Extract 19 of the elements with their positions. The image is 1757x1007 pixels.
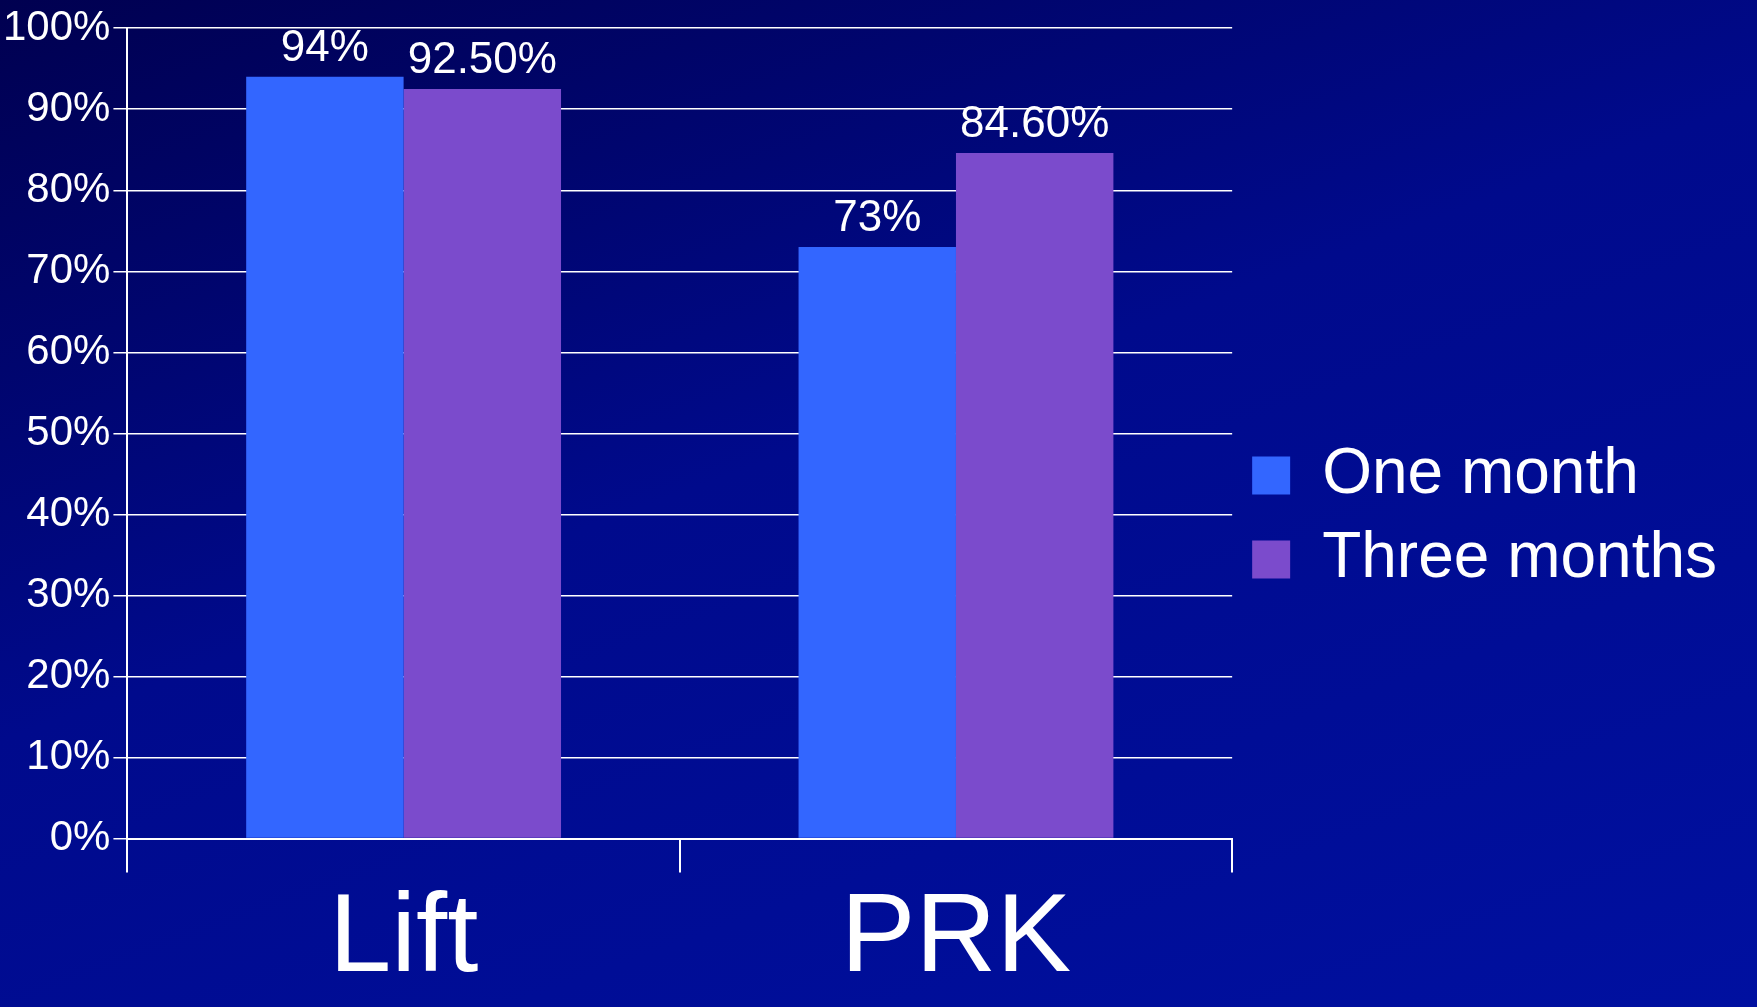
y-tick-label: 90% [26, 82, 111, 130]
y-tick-label: 70% [26, 244, 111, 292]
y-tick-label: 30% [26, 569, 111, 617]
data-label: 73% [833, 191, 922, 241]
data-label: 94% [280, 20, 369, 70]
x-tick-label: PRK [840, 869, 1072, 995]
y-tick-label: 50% [26, 406, 111, 454]
legend-label: One month [1322, 435, 1639, 508]
y-tick-label: 0% [49, 812, 111, 860]
y-tick-label: 100% [3, 1, 111, 49]
data-label: 84.60% [960, 97, 1110, 147]
y-tick-label: 20% [26, 650, 111, 698]
x-tick-label: Lift [328, 869, 479, 995]
y-tick-label: 10% [26, 731, 111, 779]
y-tick-label: 60% [26, 325, 111, 373]
y-tick-label: 80% [26, 163, 111, 211]
y-tick-label: 40% [26, 488, 111, 536]
legend-label: Three months [1322, 519, 1717, 592]
data-label: 92.50% [407, 33, 557, 83]
